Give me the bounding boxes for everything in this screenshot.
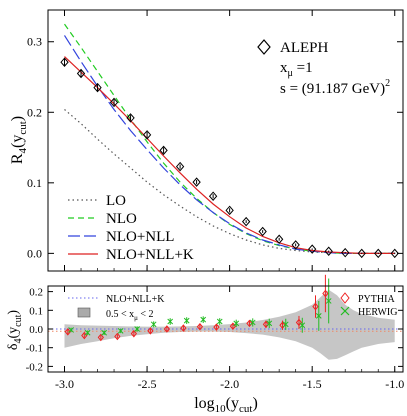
legend-nlo-label: NLO bbox=[106, 211, 137, 227]
pythia-data-point bbox=[180, 324, 187, 332]
aleph-data-point bbox=[159, 145, 168, 156]
series-line-nlo-nll bbox=[63, 35, 395, 254]
herwig-data-point bbox=[200, 316, 207, 323]
herwig-data-point bbox=[249, 319, 256, 326]
aleph-data-point bbox=[390, 248, 399, 259]
herwig-legend-cross-icon bbox=[340, 306, 350, 316]
pythia-data-point bbox=[163, 325, 171, 333]
aleph-data-point bbox=[308, 244, 317, 254]
series-line-nlo bbox=[64, 23, 395, 254]
ratio-y-tick-label: -0.1 bbox=[26, 343, 43, 355]
series-line-lo bbox=[64, 109, 395, 254]
herwig-data-point bbox=[150, 321, 157, 328]
aleph-data-point bbox=[175, 161, 185, 172]
main-y-tick-label: 0.2 bbox=[27, 105, 42, 119]
aleph-data-point bbox=[93, 82, 102, 93]
main-y-tick-label: 0.3 bbox=[27, 35, 42, 49]
aleph-data-point bbox=[341, 247, 350, 258]
herwig-data-point bbox=[315, 313, 322, 319]
main-y-tick-label: 0.0 bbox=[27, 246, 42, 260]
aleph-data-point bbox=[192, 177, 201, 187]
aleph-data-point bbox=[357, 248, 366, 259]
x-axis-label: log10(ycut) bbox=[194, 395, 258, 415]
pythia-data-point bbox=[322, 289, 329, 298]
ratio-y-tick-label: 0.1 bbox=[29, 305, 43, 317]
aleph-data-point bbox=[208, 191, 218, 201]
aleph-data-point bbox=[324, 246, 333, 257]
herwig-data-point bbox=[183, 317, 190, 324]
aleph-data-point bbox=[225, 205, 234, 216]
xmu-label: xμ =1 bbox=[280, 60, 313, 79]
main-legend: LO NLO NLO+NLL NLO+NLL+K bbox=[68, 193, 194, 263]
herwig-legend-label: HERWIG bbox=[358, 307, 397, 318]
legend-nlo-nll-k-label: NLO+NLL+K bbox=[106, 247, 194, 263]
aleph-data-point bbox=[241, 216, 251, 227]
pythia-data-point bbox=[279, 321, 286, 330]
ratio-y-tick-label: 0.0 bbox=[29, 324, 43, 336]
pythia-legend-label: PYTHIA bbox=[358, 294, 395, 305]
aleph-data-point bbox=[109, 97, 119, 108]
aleph-data-point bbox=[126, 113, 135, 123]
ratio-panel: -0.2 -0.1 0.0 0.1 0.2 -3.0 -2.5 -2.0 -1.5 -1.0 δ… bbox=[6, 274, 404, 415]
aleph-data-point bbox=[258, 226, 267, 237]
series-line-nlo-nll-k bbox=[64, 56, 395, 254]
x-tick-label: -2.5 bbox=[138, 377, 157, 391]
main-y-tick-label: 0.1 bbox=[27, 176, 42, 190]
pythia-data-point bbox=[196, 322, 204, 331]
herwig-data-point bbox=[325, 298, 332, 304]
herwig-data-point bbox=[233, 320, 240, 327]
aleph-data-point bbox=[374, 248, 383, 259]
aleph-data-point bbox=[291, 240, 300, 250]
pythia-data-point bbox=[295, 318, 303, 327]
main-plot-frame bbox=[47, 9, 404, 272]
pythia-data-point bbox=[312, 302, 319, 311]
pythia-legend-diamond-icon bbox=[340, 292, 350, 304]
aleph-data-point bbox=[76, 68, 86, 79]
pythia-data-point bbox=[64, 328, 71, 336]
aleph-data-point bbox=[142, 130, 152, 140]
energy-label: s = (91.187 GeV)2 bbox=[280, 78, 390, 97]
herwig-data-point bbox=[117, 328, 124, 334]
scale-uncertainty-band bbox=[64, 289, 395, 360]
herwig-data-point bbox=[167, 318, 174, 325]
pythia-data-point bbox=[130, 329, 138, 338]
aleph-annotation: ALEPH xμ =1 s = (91.187 GeV)2 bbox=[257, 39, 390, 97]
x-tick-label: -2.0 bbox=[220, 377, 239, 391]
legend-lo-label: LO bbox=[106, 193, 126, 209]
main-panel: 0.0 0.1 0.2 0.3 R4(ycut) ALEPH xμ =1 s = (9… bbox=[9, 9, 404, 272]
ratio-legend-right: PYTHIA HERWIG bbox=[340, 292, 397, 318]
legend-nlo-nll-label: NLO+NLL bbox=[106, 229, 174, 245]
aleph-legend-diamond-icon bbox=[257, 39, 271, 55]
herwig-data-point bbox=[266, 320, 273, 327]
main-y-axis-label: R4(ycut) bbox=[9, 116, 29, 164]
pythia-data-point bbox=[114, 332, 121, 341]
ratio-legend-band-label: 0.5 < xμ < 2 bbox=[106, 309, 154, 322]
aleph-data-point bbox=[60, 57, 69, 67]
pythia-data-point bbox=[213, 323, 220, 331]
x-tick-label: -1.5 bbox=[303, 377, 322, 391]
pythia-data-point bbox=[97, 333, 104, 342]
ratio-y-tick-label: 0.2 bbox=[29, 287, 43, 299]
x-tick-label: -3.0 bbox=[55, 377, 74, 391]
herwig-data-point bbox=[134, 326, 141, 332]
aleph-label: ALEPH bbox=[280, 40, 329, 56]
x-tick-label: -1.0 bbox=[385, 377, 404, 391]
ratio-legend-line-label: NLO+NLL+K bbox=[106, 294, 165, 305]
aleph-data-point bbox=[274, 234, 284, 245]
herwig-data-point bbox=[101, 329, 107, 336]
ratio-y-axis-label: δ4(ycut) bbox=[6, 310, 24, 351]
herwig-data-point bbox=[282, 321, 289, 328]
ratio-legend-left: NLO+NLL+K 0.5 < xμ < 2 bbox=[68, 294, 165, 322]
pythia-data-point bbox=[147, 327, 154, 335]
herwig-data-point bbox=[84, 329, 91, 336]
herwig-data-point bbox=[68, 327, 74, 333]
ratio-legend-band-swatch bbox=[77, 307, 91, 318]
pythia-data-point bbox=[246, 319, 253, 328]
herwig-data-point bbox=[299, 322, 306, 329]
pythia-data-point bbox=[262, 320, 270, 329]
herwig-data-point bbox=[216, 318, 223, 325]
ratio-y-tick-label: -0.2 bbox=[26, 361, 43, 373]
